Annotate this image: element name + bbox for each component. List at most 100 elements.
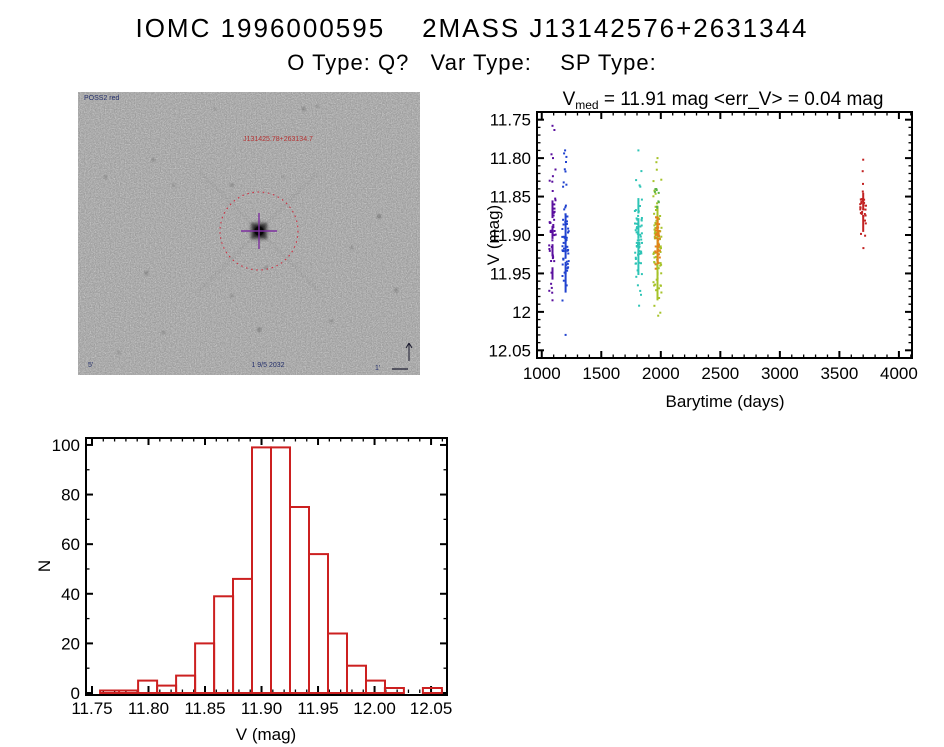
x-axis-label: Barytime (days)	[665, 392, 784, 411]
histogram-frame	[85, 437, 448, 696]
data-point	[548, 289, 551, 292]
data-point	[655, 251, 658, 254]
data-point	[655, 222, 658, 225]
histogram-bar	[383, 687, 405, 694]
data-point	[655, 278, 658, 281]
data-point	[660, 247, 662, 250]
data-point	[551, 124, 554, 127]
lightcurve-data-points	[548, 124, 867, 336]
histogram-bar	[194, 642, 216, 694]
background-star	[103, 174, 108, 179]
data-point	[640, 238, 643, 241]
data-point	[564, 213, 567, 216]
x-tick-label: 11.75	[71, 699, 112, 718]
data-point	[637, 214, 640, 217]
data-point	[550, 153, 553, 156]
data-point	[635, 179, 638, 182]
data-point	[561, 250, 564, 252]
data-point	[635, 227, 638, 230]
data-point	[660, 235, 663, 238]
sky-image	[78, 92, 420, 375]
data-point	[636, 218, 639, 221]
data-point	[635, 241, 638, 244]
data-point	[660, 178, 663, 181]
data-point	[653, 284, 656, 287]
x-tick-label: 1500	[582, 364, 620, 383]
data-point	[654, 230, 657, 233]
data-point	[658, 249, 661, 252]
data-point	[859, 208, 862, 211]
cluster-epoch-4	[652, 157, 663, 317]
data-point	[659, 264, 662, 267]
data-point	[564, 256, 567, 259]
data-point	[653, 232, 656, 235]
data-point	[566, 267, 569, 270]
data-point	[564, 245, 567, 248]
data-point	[652, 195, 655, 198]
x-tick-label: 11.80	[128, 699, 169, 718]
data-point	[563, 208, 566, 211]
cluster-epoch-2	[561, 149, 570, 336]
background-star	[264, 265, 268, 270]
background-star	[349, 245, 354, 250]
data-point	[861, 190, 864, 193]
data-point	[653, 261, 656, 264]
data-point	[657, 248, 660, 251]
data-point	[653, 235, 656, 238]
cluster-epoch-3	[633, 149, 643, 307]
data-point	[564, 248, 567, 251]
finding-chart-image: POSS2 red J131425.78+263134.7 5' 1 9/5 2…	[78, 92, 420, 375]
data-point	[659, 251, 662, 253]
data-point	[656, 271, 659, 274]
data-point	[639, 205, 641, 207]
y-tick-label: 60	[61, 535, 80, 554]
y-axis-label: V (mag)	[485, 205, 503, 265]
data-point	[564, 206, 567, 209]
data-point	[655, 161, 658, 164]
data-point	[864, 234, 867, 237]
data-point	[640, 217, 643, 219]
y-tick-label: 0	[71, 684, 80, 703]
data-point	[640, 250, 643, 253]
data-point	[658, 243, 660, 246]
background-star	[329, 319, 334, 324]
data-point	[562, 235, 565, 238]
background-star	[117, 350, 121, 355]
data-point	[551, 254, 554, 257]
data-point	[565, 260, 568, 263]
data-point	[639, 225, 642, 228]
data-point	[638, 241, 641, 244]
x-tick-label: 11.90	[241, 699, 282, 718]
data-point	[658, 218, 661, 220]
lightcurve-frame	[536, 111, 913, 359]
data-point	[637, 149, 640, 152]
histogram-bar	[421, 687, 443, 694]
data-point	[640, 170, 643, 173]
data-point	[654, 205, 657, 208]
background-star	[151, 157, 156, 162]
data-point	[658, 297, 661, 299]
data-point	[860, 232, 862, 235]
histogram-bar	[346, 664, 367, 694]
data-point	[638, 253, 641, 255]
dense-run	[656, 216, 659, 235]
background-star	[161, 330, 166, 335]
cluster-epoch-5	[859, 158, 867, 250]
scale-label: 1'	[375, 365, 381, 372]
data-point	[551, 239, 554, 242]
histogram-bar	[118, 689, 140, 694]
data-point	[639, 233, 642, 236]
data-point	[654, 192, 657, 195]
data-point	[635, 217, 638, 220]
data-point	[564, 170, 567, 173]
survey-label: POSS2 red	[84, 95, 120, 102]
data-point	[553, 203, 556, 206]
data-point	[659, 245, 662, 248]
background-star	[376, 214, 382, 219]
x-tick-label: 2500	[701, 364, 739, 383]
data-point	[636, 284, 639, 287]
dense-run	[637, 198, 640, 214]
data-point	[655, 216, 658, 219]
page-subtitle: O Type: Q? Var Type: SP Type:	[287, 50, 657, 75]
data-point	[640, 219, 643, 222]
